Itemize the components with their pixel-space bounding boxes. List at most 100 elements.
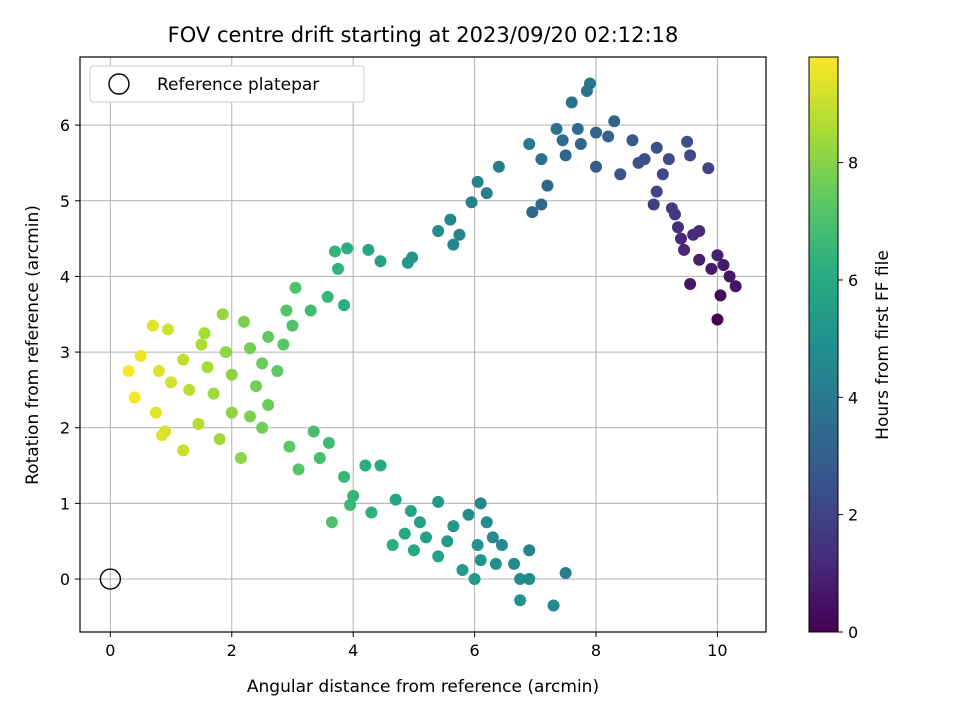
data-point: [541, 179, 554, 192]
data-point: [155, 429, 168, 442]
data-points: [122, 77, 742, 612]
data-point: [407, 544, 420, 557]
data-point: [580, 85, 593, 98]
data-point: [465, 196, 478, 209]
data-point: [362, 243, 375, 256]
data-point: [559, 149, 572, 162]
data-point: [614, 168, 627, 181]
data-point: [602, 130, 615, 143]
data-point: [514, 594, 527, 607]
data-point: [711, 249, 724, 262]
y-tick-label: 6: [60, 116, 70, 135]
data-point: [122, 364, 135, 377]
data-point: [526, 206, 539, 219]
data-point: [590, 126, 603, 139]
x-tick-label: 4: [348, 641, 358, 660]
data-point: [514, 573, 527, 586]
data-point: [571, 122, 584, 135]
data-point: [647, 198, 660, 211]
y-axis-ticks: 0 1 2 3 4 5 6: [60, 116, 80, 589]
data-point: [328, 245, 341, 258]
data-point: [471, 538, 484, 551]
data-point: [492, 160, 505, 173]
data-point: [386, 538, 399, 551]
data-point: [480, 516, 493, 529]
data-point: [432, 495, 445, 508]
data-point: [671, 221, 684, 234]
data-point: [626, 134, 639, 147]
data-point: [495, 538, 508, 551]
data-point: [486, 531, 499, 544]
data-point: [304, 304, 317, 317]
data-point: [535, 153, 548, 166]
data-point: [338, 470, 351, 483]
data-point: [456, 563, 469, 576]
data-point: [192, 417, 205, 430]
data-point: [702, 162, 715, 175]
data-point: [474, 554, 487, 567]
y-tick-label: 4: [60, 267, 70, 286]
data-point: [398, 527, 411, 540]
colorbar-tick-label: 4: [848, 388, 858, 407]
data-point: [183, 383, 196, 396]
data-point: [474, 497, 487, 510]
colorbar-tick-label: 2: [848, 506, 858, 525]
data-point: [216, 308, 229, 321]
data-point: [444, 213, 457, 226]
data-point: [286, 319, 299, 332]
data-point: [332, 262, 345, 275]
data-point: [453, 228, 466, 241]
data-point: [321, 290, 334, 303]
legend-marker-reference: [108, 73, 130, 95]
data-point: [447, 520, 460, 533]
data-point: [574, 138, 587, 151]
data-point: [547, 599, 560, 612]
colorbar-label: Hours from first FF file: [873, 250, 893, 440]
data-point: [225, 368, 238, 381]
data-point: [650, 185, 663, 198]
data-point: [590, 160, 603, 173]
reference-marker: [99, 568, 122, 590]
data-point: [250, 380, 263, 393]
data-point: [149, 406, 162, 419]
data-point: [711, 313, 724, 326]
data-point: [684, 277, 697, 290]
data-point: [201, 361, 214, 374]
y-tick-label: 5: [60, 192, 70, 211]
y-tick-label: 0: [60, 570, 70, 589]
data-point: [177, 444, 190, 457]
data-point: [389, 493, 402, 506]
data-point: [684, 149, 697, 162]
colorbar-gradient: [808, 56, 839, 633]
data-point: [656, 168, 669, 181]
data-point: [256, 357, 269, 370]
data-point: [198, 327, 211, 340]
y-tick-label: 3: [60, 343, 70, 362]
data-point: [678, 243, 691, 256]
data-point: [523, 544, 536, 557]
data-point: [313, 451, 326, 464]
data-point: [283, 440, 296, 453]
plot-frame: [79, 56, 767, 633]
data-point: [234, 451, 247, 464]
colorbar: 0 2 4 6 8 Hours from first FF file: [808, 56, 893, 642]
data-point: [693, 225, 706, 238]
legend-box: [89, 65, 365, 103]
data-point: [404, 504, 417, 517]
data-point: [665, 202, 678, 215]
data-point: [225, 406, 238, 419]
legend-label-reference: Reference platepar: [157, 75, 319, 95]
data-point: [523, 138, 536, 151]
data-point: [177, 353, 190, 366]
x-tick-label: 0: [105, 641, 115, 660]
data-point: [289, 281, 302, 294]
data-point: [693, 253, 706, 266]
data-point: [468, 573, 481, 586]
data-point: [307, 425, 320, 438]
data-point: [550, 122, 563, 135]
data-point: [338, 299, 351, 312]
data-point: [508, 557, 521, 570]
data-point: [717, 259, 730, 272]
data-point: [632, 156, 645, 169]
